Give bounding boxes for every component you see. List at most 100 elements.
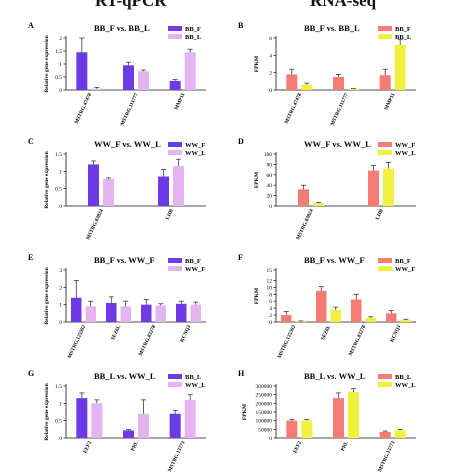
bar (138, 413, 149, 438)
chart-svg: G BB_L vs. WW_L 0 0.5 1 1.5 Relative gene expr… (28, 369, 206, 473)
legend-swatch (378, 142, 392, 147)
category-label: EEF2 (82, 440, 93, 454)
bar (281, 315, 292, 322)
category-label: EEF2 (292, 440, 303, 454)
bar (176, 303, 187, 322)
category-label: MSTRG.83824 (295, 208, 315, 241)
y-tick-label: 0 (269, 436, 272, 442)
bar (333, 77, 344, 90)
y-tick-label: 10 (267, 285, 273, 291)
legend-swatch (168, 150, 182, 155)
bar (184, 399, 196, 438)
rna-seq-header: RNA-seq (310, 0, 377, 10)
category-label: MSTRG.47478 (284, 92, 304, 125)
legend-swatch (378, 382, 392, 387)
legend-swatch (168, 374, 182, 379)
legend-label: BB_F (185, 258, 201, 265)
bar (351, 299, 362, 322)
panel-letter: B (238, 21, 244, 30)
legend-swatch (168, 142, 182, 147)
rt-qpcr-header: RT-qPCR (95, 0, 167, 10)
legend-swatch (168, 26, 182, 31)
legend-label: WW_F (185, 266, 205, 273)
chart-svg: E BB_F vs. WW_F 0 1 2 3 Relative gene expressi… (28, 253, 206, 359)
panel-c: C WW_F vs. WW_L 0 0.5 1 1.5 Relative gene expr… (0, 124, 237, 241)
y-axis-label: Relative gene expression (44, 267, 50, 324)
bar (394, 430, 406, 438)
category-label: MSTRG.13773 (377, 440, 397, 473)
panel-letter: E (28, 253, 33, 262)
bar (298, 189, 309, 206)
legend-label: WW_F (395, 266, 415, 273)
legend-label: WW_L (185, 382, 206, 389)
chart-title: BB_F vs. WW_F (94, 255, 155, 265)
bar (158, 176, 169, 206)
panel-f: F BB_F vs. WW_F 0 2 4 6 8 10 12 15 FPKM MSTRG.12559… (237, 240, 474, 359)
y-tick-label: 50000 (258, 427, 272, 433)
y-tick-label: 100 (264, 152, 273, 158)
y-tick-label: 0 (269, 88, 272, 94)
y-tick-label: 100000 (256, 419, 273, 425)
bar (76, 52, 88, 90)
chart-title: BB_F vs. BB_L (94, 23, 150, 33)
category-label: SEZ6L (110, 324, 122, 341)
y-tick-label: 1 (59, 303, 62, 309)
legend-swatch (378, 26, 392, 31)
bar (330, 309, 341, 322)
y-tick-label: 150000 (256, 410, 273, 416)
bar (333, 398, 344, 438)
category-label: PRL (130, 440, 140, 452)
y-tick-label: 4 (269, 306, 272, 312)
bar (301, 420, 313, 438)
bar (286, 74, 298, 90)
y-axis-label: FPKM (242, 403, 248, 420)
chart-title: BB_F vs. WW_F (304, 255, 365, 265)
category-label: LHB (165, 208, 175, 221)
bar (91, 88, 103, 90)
panel-b: B BB_F vs. BB_L 0 2 4 6 FPKM MSTRG.47478 MSTRG.1… (237, 8, 474, 127)
legend-label: WW_L (395, 150, 416, 157)
bar (173, 166, 184, 206)
chart-title: BB_L vs. WW_L (304, 371, 366, 381)
panel-letter: D (238, 137, 244, 146)
chart-svg: C WW_F vs. WW_L 0 0.5 1 1.5 Relative gene expr… (28, 137, 206, 241)
y-tick-label: 1 (59, 401, 62, 407)
category-label: MSTRG.125592 (67, 324, 88, 359)
panel-letter: A (28, 21, 34, 30)
bar (348, 392, 359, 438)
bar (190, 304, 201, 322)
bar (286, 420, 298, 438)
y-tick-label: 0.5 (55, 187, 62, 193)
bar (295, 321, 306, 322)
y-tick-label: 300000 (256, 384, 273, 390)
y-tick-label: 12 (267, 278, 273, 284)
y-tick-label: 0 (59, 88, 62, 94)
chart-svg: H BB_L vs. WW_L 0 50000 100000 150000 200000 25… (238, 369, 416, 473)
y-tick-label: 2 (59, 285, 62, 291)
category-label: MSTRG.111777 (329, 92, 350, 127)
y-tick-label: 2 (269, 71, 272, 77)
bar (169, 80, 181, 90)
category-label: LHB (375, 208, 385, 221)
y-tick-label: 0 (59, 204, 62, 210)
y-axis-label: Relative gene expression (44, 151, 50, 208)
y-tick-label: 8 (269, 292, 272, 298)
legend-label: BB_F (395, 26, 411, 33)
legend-swatch (168, 34, 182, 39)
legend-swatch (378, 374, 392, 379)
bar (155, 305, 166, 322)
chart-title: WW_F vs. WW_L (94, 139, 161, 149)
bar (123, 65, 134, 90)
bar (184, 52, 196, 90)
category-label: KCNQ3 (179, 324, 192, 343)
bar (379, 431, 391, 438)
chart-title: BB_F vs. BB_L (304, 23, 360, 33)
y-tick-label: 80 (267, 162, 273, 168)
y-tick-label: 4 (269, 53, 272, 59)
y-tick-label: 1.5 (55, 152, 62, 158)
bar (138, 71, 149, 90)
legend-label: BB_L (185, 34, 202, 41)
panel-letter: G (28, 369, 34, 378)
y-tick-label: 20 (267, 194, 273, 200)
y-tick-label: 1 (59, 169, 62, 175)
